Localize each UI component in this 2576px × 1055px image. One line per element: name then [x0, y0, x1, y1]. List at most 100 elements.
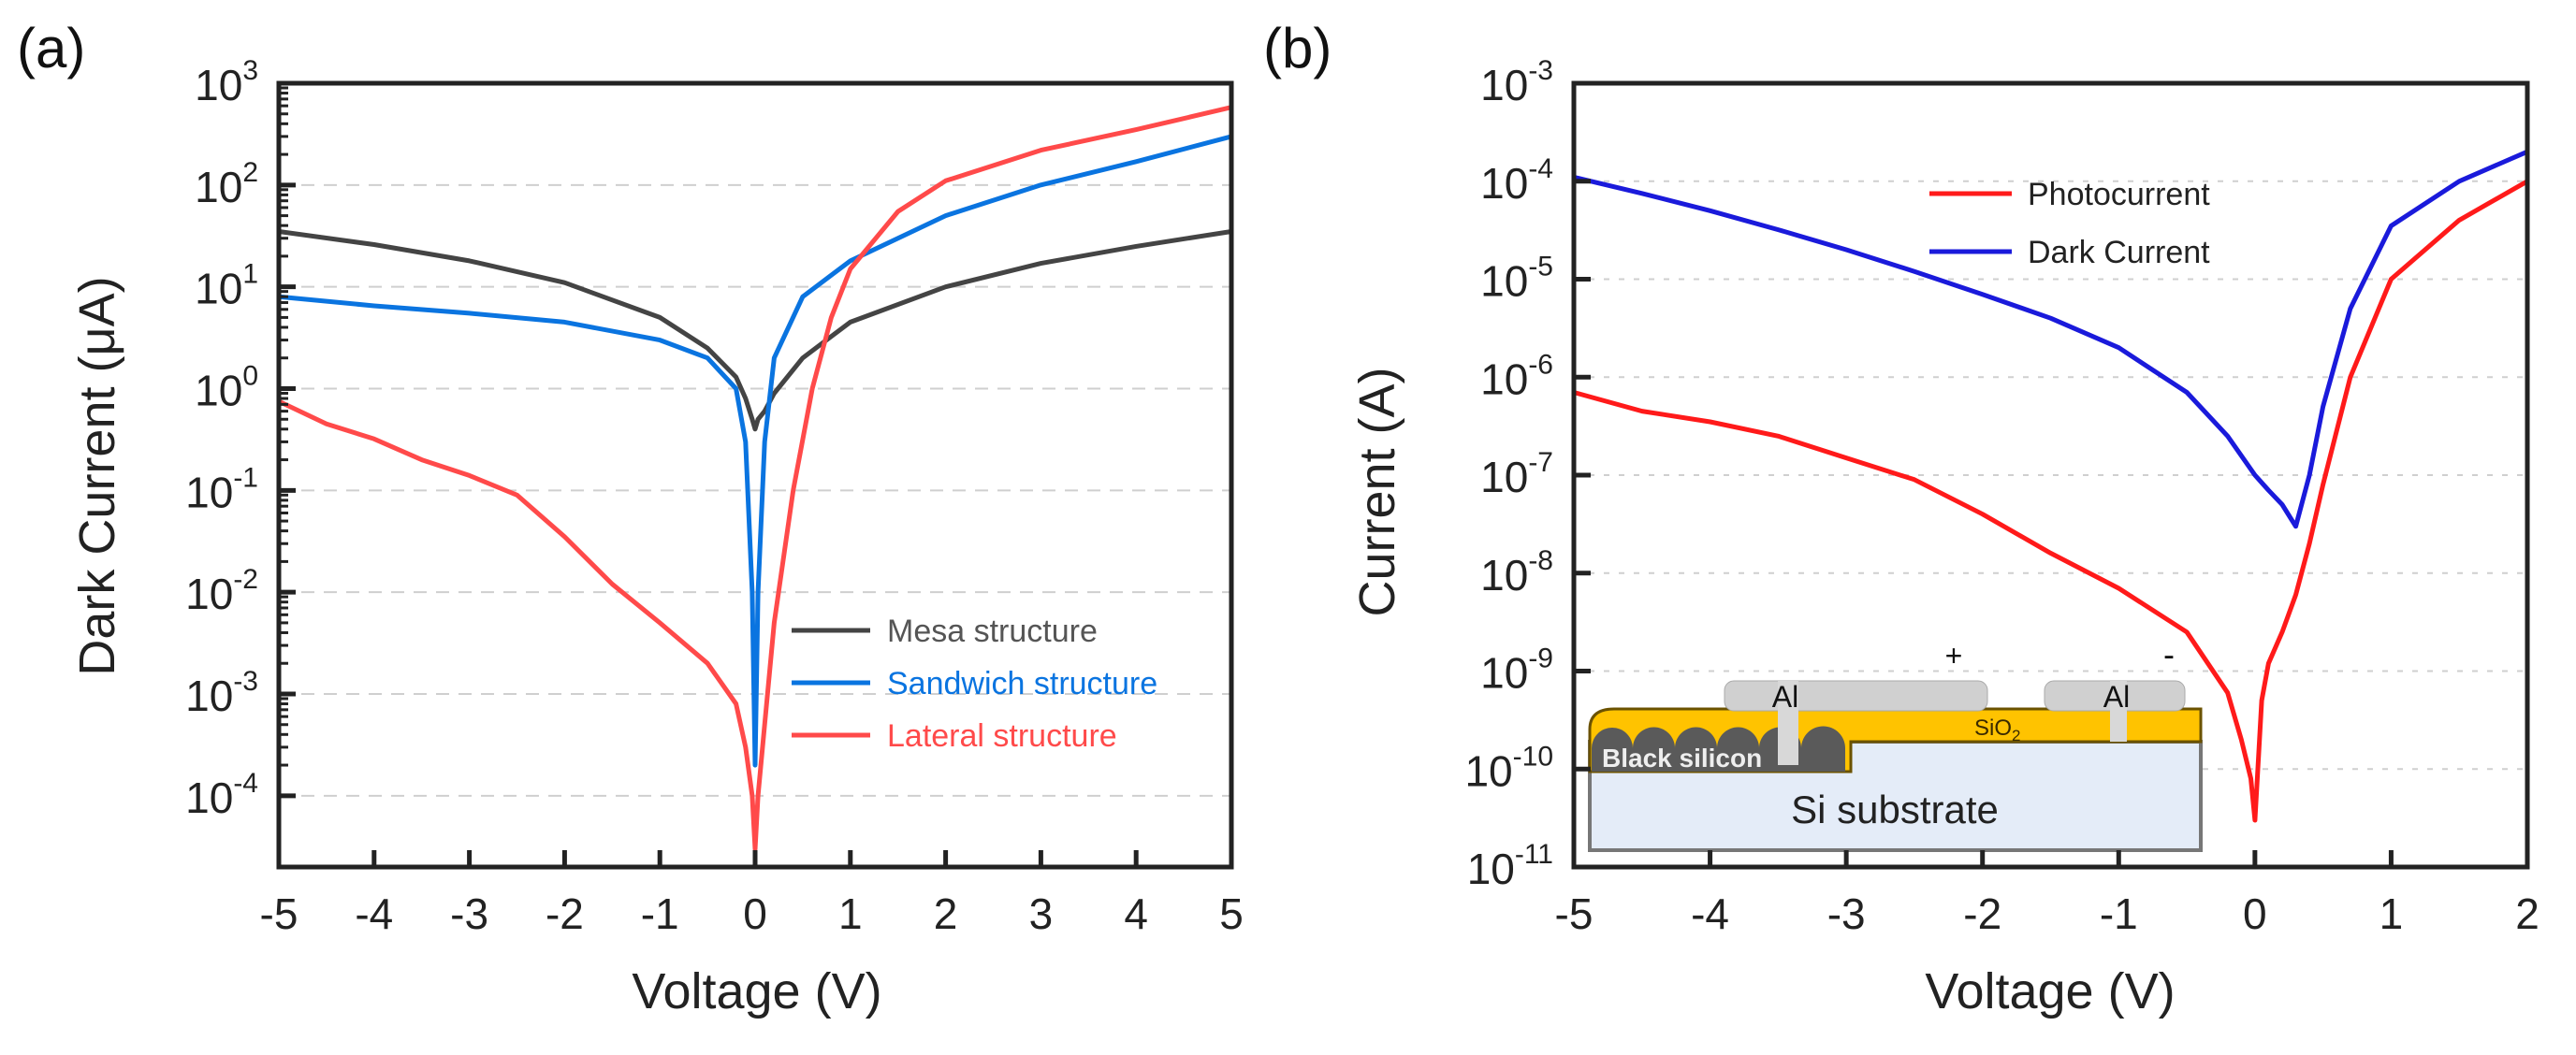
- plus-terminal-label: +: [1945, 639, 1963, 672]
- series-line-dark-current: [1573, 149, 2528, 529]
- y-tick-exponent: 2: [242, 157, 258, 188]
- tick-group: 10-310-410-510-610-710-810-910-1010-11-5…: [1464, 55, 2539, 938]
- x-tick-label: 0: [743, 889, 767, 938]
- y-tick-label: 10-4: [1480, 153, 1553, 208]
- x-tick-label: 0: [2243, 889, 2267, 938]
- y-tick-base: 10: [195, 265, 242, 313]
- x-tick-label: -1: [641, 889, 679, 938]
- x-tick-label: 3: [1029, 889, 1054, 938]
- legend-label-mesa: Mesa structure: [887, 614, 1098, 649]
- x-tick-label: 2: [2515, 889, 2540, 938]
- black-silicon-label: Black silicon: [1602, 744, 1762, 773]
- y-tick-label: 102: [195, 157, 258, 211]
- al-label-left: Al: [1772, 680, 1798, 714]
- y-tick-exponent: -7: [1528, 447, 1553, 478]
- y-axis-title: Dark Current (μA): [69, 276, 125, 675]
- x-tick-label: -5: [260, 889, 298, 938]
- y-tick-exponent: -10: [1513, 741, 1553, 772]
- y-tick-exponent: -8: [1528, 545, 1553, 576]
- y-tick-label: 10-1: [185, 462, 258, 516]
- legend-label-sandwich: Sandwich structure: [887, 666, 1157, 701]
- al-label-right: Al: [2103, 680, 2130, 714]
- x-axis-title: Voltage (V): [1925, 963, 2175, 1019]
- y-tick-label: 10-9: [1480, 643, 1553, 698]
- y-tick-exponent: -9: [1528, 643, 1553, 674]
- y-tick-base: 10: [1480, 61, 1528, 109]
- y-tick-label: 10-8: [1480, 545, 1553, 600]
- y-tick-base: 10: [1480, 649, 1528, 698]
- y-tick-base: 10: [1464, 746, 1512, 795]
- y-tick-exponent: -11: [1515, 839, 1553, 870]
- grid: [1574, 180, 2527, 771]
- y-tick-label: 103: [195, 55, 258, 109]
- y-tick-label: 101: [195, 259, 258, 313]
- series-group: [277, 105, 1232, 852]
- y-tick-label: 10-5: [1480, 252, 1553, 306]
- x-tick-label: 1: [838, 889, 863, 938]
- y-tick-exponent: -5: [1528, 252, 1553, 282]
- y-tick-base: 10: [185, 468, 233, 516]
- y-tick-base: 10: [185, 570, 233, 618]
- y-tick-base: 10: [1480, 453, 1528, 501]
- si-substrate-label: Si substrate: [1791, 788, 1999, 831]
- y-tick-label: 10-4: [185, 768, 258, 822]
- x-tick-label: -3: [1827, 889, 1866, 938]
- y-tick-label: 10-7: [1480, 447, 1553, 501]
- sio2-label-subscript: 2: [2012, 727, 2020, 744]
- x-tick-label: 4: [1124, 889, 1148, 938]
- al-via-left: [1778, 681, 1798, 765]
- x-tick-label: 2: [934, 889, 958, 938]
- y-tick-base: 10: [185, 672, 233, 720]
- y-tick-exponent: 1: [242, 259, 258, 290]
- y-tick-label: 10-2: [185, 564, 258, 618]
- x-tick-label: -1: [2100, 889, 2138, 938]
- y-axis-title: Current (A): [1349, 367, 1405, 616]
- series-line-photocurrent: [1573, 179, 2529, 823]
- panel-label-a: (a): [17, 17, 85, 79]
- legend: Mesa structure Sandwich structure Latera…: [792, 614, 1157, 754]
- y-tick-label: 10-11: [1467, 839, 1553, 893]
- y-tick-exponent: 3: [242, 55, 258, 86]
- x-tick-label: -4: [355, 889, 393, 938]
- y-tick-base: 10: [195, 61, 242, 109]
- legend-label-lateral: Lateral structure: [887, 718, 1117, 754]
- y-tick-base: 10: [185, 773, 233, 822]
- x-tick-label: -4: [1691, 889, 1729, 938]
- y-tick-exponent: -4: [233, 768, 258, 799]
- y-tick-exponent: 0: [242, 360, 258, 391]
- al-via-right: [2110, 681, 2127, 742]
- y-tick-base: 10: [195, 366, 242, 414]
- y-tick-exponent: -1: [233, 462, 258, 493]
- x-tick-label: 1: [2380, 889, 2404, 938]
- y-tick-exponent: -3: [233, 666, 258, 697]
- y-tick-label: 100: [195, 360, 258, 414]
- x-tick-label: -2: [1963, 889, 2001, 938]
- y-tick-exponent: -4: [1528, 153, 1553, 184]
- series-line-sandwich-structure: [278, 134, 1232, 768]
- series-line-lateral-structure: [277, 105, 1232, 852]
- al-electrode-left: [1724, 680, 1988, 712]
- panel-b-current-chart: (b) + - Al Al SiO2 Black silicon Si subs…: [1263, 17, 2540, 1019]
- series-line-mesa-structure: [278, 229, 1232, 432]
- y-tick-base: 10: [195, 163, 242, 211]
- device-schematic-inset: + - Al Al SiO2 Black silicon Si substrat…: [1588, 635, 2203, 852]
- minus-terminal-label: -: [2163, 635, 2175, 673]
- y-tick-base: 10: [1467, 845, 1515, 893]
- y-tick-label: 10-3: [1480, 55, 1553, 109]
- y-tick-label: 10-10: [1464, 741, 1553, 795]
- legend-label-dark-current: Dark Current: [2028, 235, 2210, 270]
- y-tick-label: 10-3: [185, 666, 258, 720]
- y-tick-base: 10: [1480, 551, 1528, 600]
- panel-label-b: (b): [1263, 17, 1332, 79]
- sio2-label: SiO2: [1974, 715, 2020, 744]
- x-tick-label: 5: [1219, 889, 1244, 938]
- x-tick-label: -3: [450, 889, 488, 938]
- y-tick-exponent: -3: [1528, 55, 1553, 86]
- legend: Photocurrent Dark Current: [1929, 177, 2210, 270]
- y-tick-exponent: -6: [1528, 349, 1553, 380]
- x-axis-title: Voltage (V): [632, 963, 881, 1019]
- sio2-label-text: SiO: [1974, 715, 2012, 741]
